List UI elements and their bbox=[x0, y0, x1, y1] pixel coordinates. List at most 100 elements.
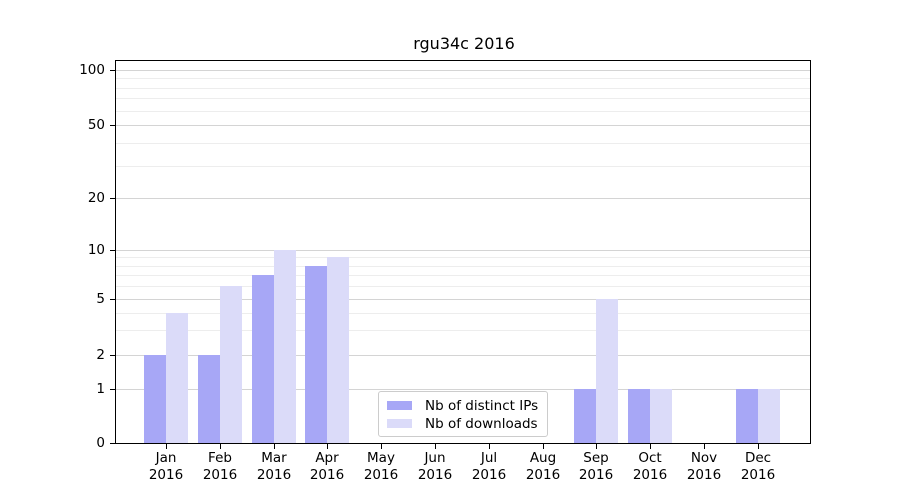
bar-apr-downloads bbox=[327, 257, 349, 443]
x-tick-month: Apr bbox=[315, 450, 339, 466]
x-tick-mark bbox=[650, 444, 651, 449]
y-tick-mark bbox=[110, 70, 115, 71]
y-gridline-minor bbox=[116, 275, 810, 276]
y-gridline-minor bbox=[116, 143, 810, 144]
legend-entry-downloads: Nb of downloads bbox=[387, 415, 539, 432]
y-tick-mark bbox=[110, 250, 115, 251]
x-tick-year: 2016 bbox=[417, 467, 453, 483]
y-gridline-minor bbox=[116, 88, 810, 89]
y-gridline-minor bbox=[116, 286, 810, 287]
legend-swatch-downloads bbox=[387, 419, 412, 428]
y-tick-mark bbox=[110, 355, 115, 356]
legend-label-distinct-ips: Nb of distinct IPs bbox=[425, 397, 539, 414]
y-tick-mark bbox=[110, 389, 115, 390]
x-tick-mark bbox=[166, 444, 167, 449]
x-tick-year: 2016 bbox=[256, 467, 292, 483]
y-gridline-minor bbox=[116, 78, 810, 79]
y-tick-label: 100 bbox=[79, 62, 105, 78]
x-tick-label: Apr 2016 bbox=[299, 450, 355, 484]
y-gridline-minor bbox=[116, 313, 810, 314]
x-tick-label: Aug 2016 bbox=[515, 450, 571, 484]
y-tick-label: 5 bbox=[96, 291, 105, 307]
x-tick-mark bbox=[274, 444, 275, 449]
x-tick-month: Sep bbox=[583, 450, 609, 466]
x-tick-month: Oct bbox=[638, 450, 662, 466]
legend: Nb of distinct IPs Nb of downloads bbox=[378, 391, 548, 437]
x-tick-mark bbox=[758, 444, 759, 449]
y-tick-mark bbox=[110, 198, 115, 199]
x-tick-month: Mar bbox=[261, 450, 287, 466]
bar-feb-downloads bbox=[220, 286, 242, 443]
y-gridline-minor bbox=[116, 111, 810, 112]
y-tick-label: 20 bbox=[87, 190, 105, 206]
bar-mar-downloads bbox=[274, 250, 296, 443]
x-tick-mark bbox=[327, 444, 328, 449]
x-tick-month: Jun bbox=[424, 450, 446, 466]
bar-mar-distinct-ips bbox=[252, 275, 274, 443]
y-tick-mark bbox=[110, 299, 115, 300]
x-tick-year: 2016 bbox=[578, 467, 614, 483]
x-tick-year: 2016 bbox=[686, 467, 722, 483]
x-tick-label: Jun 2016 bbox=[407, 450, 463, 484]
bar-oct-downloads bbox=[650, 389, 672, 443]
x-tick-year: 2016 bbox=[309, 467, 345, 483]
y-gridline-minor bbox=[116, 98, 810, 99]
x-tick-mark bbox=[220, 444, 221, 449]
x-tick-label: Jan 2016 bbox=[138, 450, 194, 484]
bar-sep-downloads bbox=[596, 299, 618, 443]
x-tick-mark bbox=[435, 444, 436, 449]
x-tick-label: Nov 2016 bbox=[676, 450, 732, 484]
x-tick-label: Feb 2016 bbox=[192, 450, 248, 484]
bar-apr-distinct-ips bbox=[305, 266, 327, 443]
y-gridline-major bbox=[116, 355, 810, 356]
bar-dec-downloads bbox=[758, 389, 780, 443]
y-gridline-major bbox=[116, 250, 810, 251]
y-gridline-minor bbox=[116, 257, 810, 258]
x-tick-label: Mar 2016 bbox=[246, 450, 302, 484]
bar-feb-distinct-ips bbox=[198, 355, 220, 443]
y-tick-label: 10 bbox=[87, 242, 105, 258]
x-tick-year: 2016 bbox=[740, 467, 776, 483]
x-tick-label: Oct 2016 bbox=[622, 450, 678, 484]
x-tick-month: May bbox=[367, 450, 395, 466]
y-tick-label: 0 bbox=[96, 435, 105, 451]
y-tick-mark bbox=[110, 443, 115, 444]
x-tick-month: Aug bbox=[529, 450, 557, 466]
x-tick-label: Dec 2016 bbox=[730, 450, 786, 484]
x-tick-month: Jan bbox=[155, 450, 177, 466]
x-tick-month: Nov bbox=[690, 450, 718, 466]
x-tick-label: Sep 2016 bbox=[568, 450, 624, 484]
legend-entry-distinct-ips: Nb of distinct IPs bbox=[387, 397, 539, 414]
y-gridline-major bbox=[116, 389, 810, 390]
y-gridline-major bbox=[116, 70, 810, 71]
x-tick-year: 2016 bbox=[471, 467, 507, 483]
bar-dec-distinct-ips bbox=[736, 389, 758, 443]
y-gridline-major bbox=[116, 299, 810, 300]
x-tick-mark bbox=[489, 444, 490, 449]
x-tick-year: 2016 bbox=[202, 467, 238, 483]
x-tick-label: May 2016 bbox=[353, 450, 409, 484]
x-tick-month: Dec bbox=[744, 450, 772, 466]
x-tick-year: 2016 bbox=[632, 467, 668, 483]
x-tick-month: Feb bbox=[208, 450, 232, 466]
x-tick-mark bbox=[704, 444, 705, 449]
bar-jan-downloads bbox=[166, 313, 188, 443]
x-tick-year: 2016 bbox=[363, 467, 399, 483]
x-tick-year: 2016 bbox=[525, 467, 561, 483]
x-tick-mark bbox=[596, 444, 597, 449]
x-tick-mark bbox=[543, 444, 544, 449]
legend-swatch-distinct-ips bbox=[387, 401, 412, 410]
y-tick-mark bbox=[110, 125, 115, 126]
y-gridline-major bbox=[116, 125, 810, 126]
plot-area bbox=[115, 60, 811, 444]
bar-sep-distinct-ips bbox=[574, 389, 596, 443]
x-tick-mark bbox=[381, 444, 382, 449]
legend-label-downloads: Nb of downloads bbox=[425, 415, 538, 432]
y-gridline-minor bbox=[116, 166, 810, 167]
y-gridline-minor bbox=[116, 330, 810, 331]
y-gridline-minor bbox=[116, 266, 810, 267]
y-tick-label: 50 bbox=[87, 117, 105, 133]
chart-title: rgu34c 2016 bbox=[413, 34, 515, 53]
x-tick-month: Jul bbox=[480, 450, 498, 466]
